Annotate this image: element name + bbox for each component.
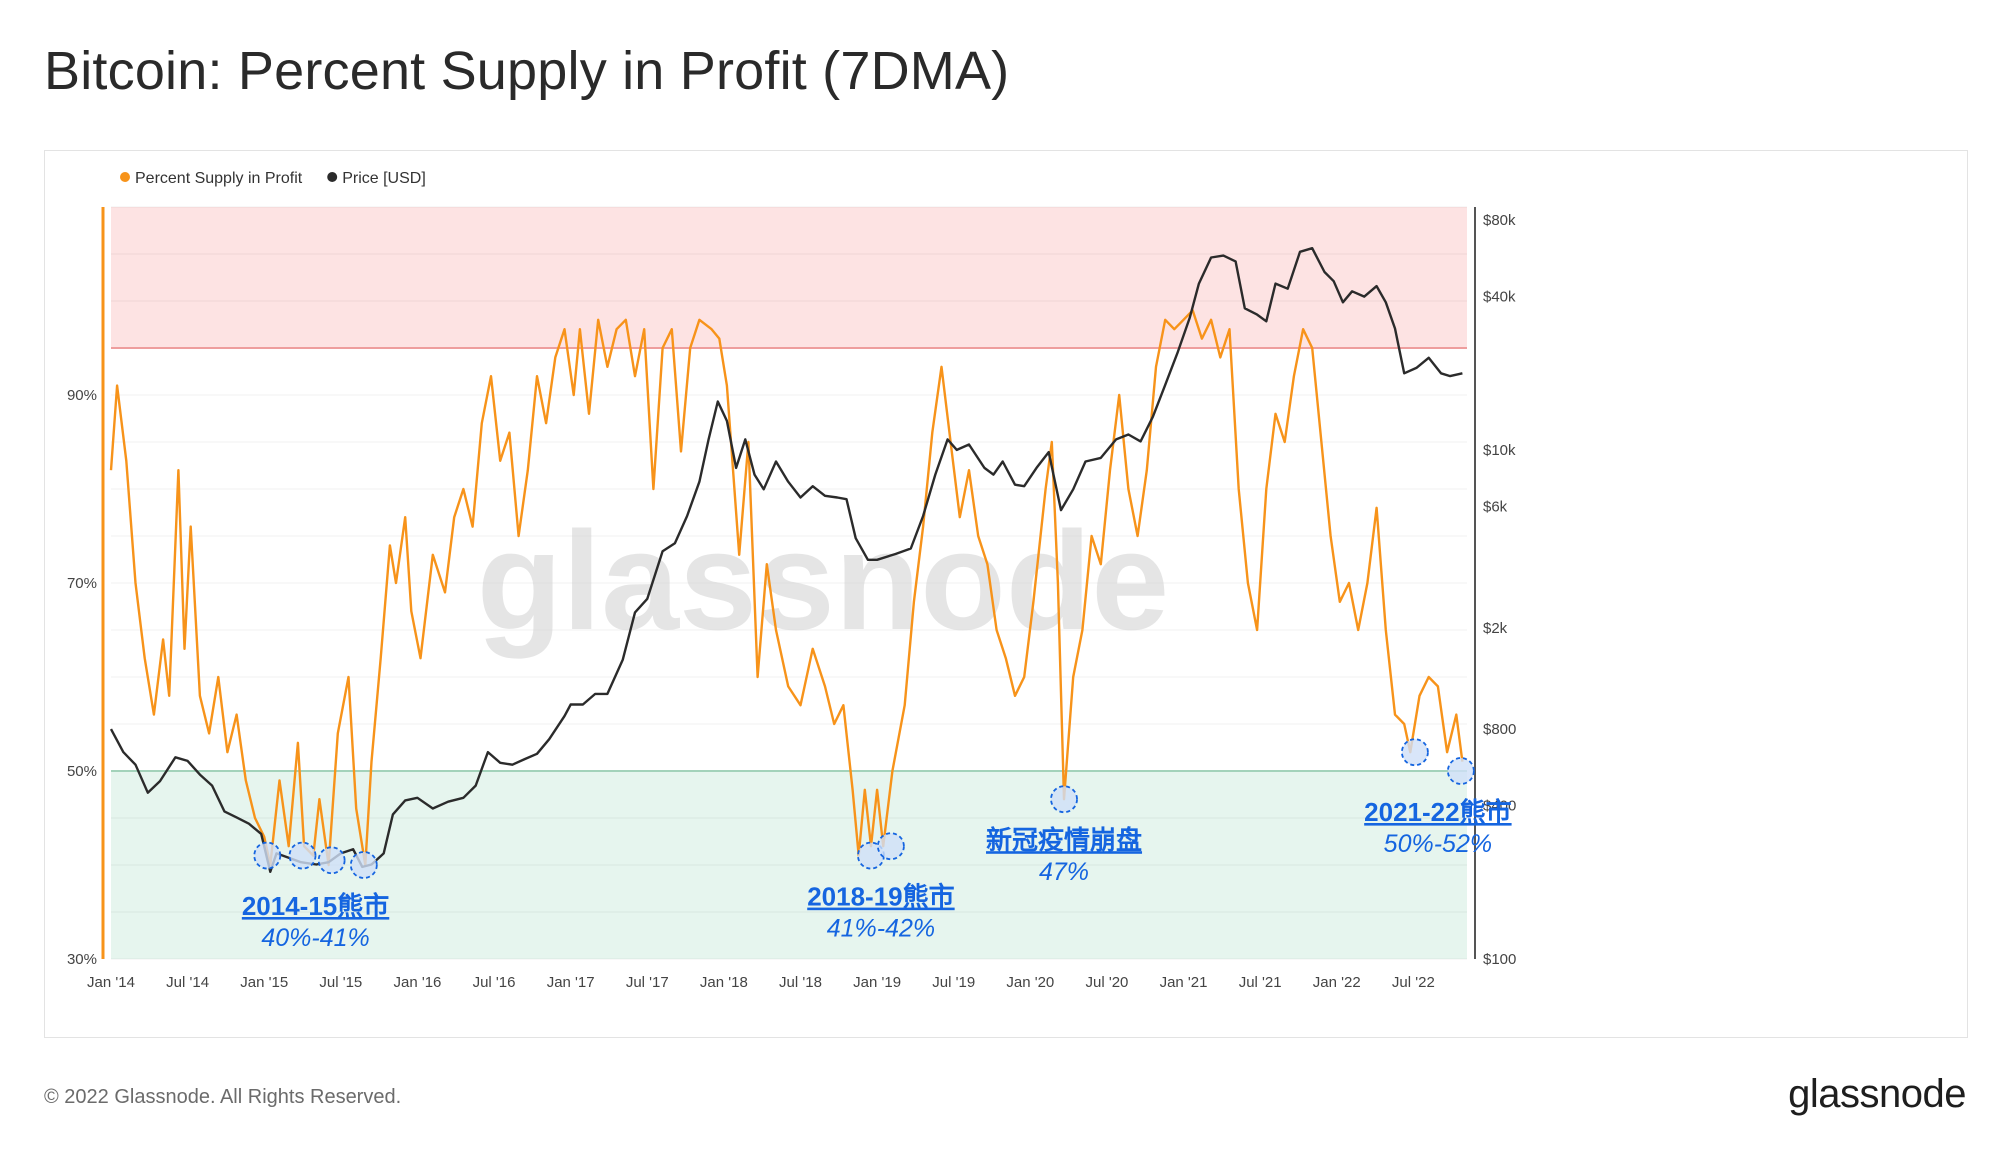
- page-title: Bitcoin: Percent Supply in Profit (7DMA): [44, 41, 1010, 101]
- right-axis-tick-label: $40k: [1483, 289, 1516, 306]
- bear-market-low-marker: [317, 846, 346, 875]
- x-axis-tick-label: Jan '14: [87, 974, 135, 991]
- x-axis-tick-label: Jan '16: [393, 974, 441, 991]
- bear-market-low-marker: [288, 841, 317, 870]
- bear-market-low-marker: [349, 851, 378, 879]
- chart: glassnode 30% 50% 70% 90% $100 $400 $800 $2k $6k…: [67, 170, 1516, 991]
- right-axis-tick-label: $10k: [1483, 442, 1516, 459]
- annotation-range: 41%-42%: [827, 915, 935, 943]
- annotation-title: 2018-19熊市: [807, 882, 954, 912]
- annotation-range: 50%-52%: [1384, 830, 1492, 858]
- legend-item[interactable]: Price [USD]: [327, 170, 426, 187]
- x-axis-tick-label: Jul '14: [166, 974, 209, 991]
- upper-zone: [111, 207, 1467, 348]
- right-axis-tick-label: $800: [1483, 721, 1516, 738]
- right-axis-tick-label: $400: [1483, 798, 1516, 815]
- x-axis-tick-label: Jul '18: [779, 974, 822, 991]
- x-axis-tick-label: Jul '19: [932, 974, 975, 991]
- annotation-title: 2014-15熊市: [242, 891, 389, 921]
- x-axis-tick-label: Jan '19: [853, 974, 901, 991]
- axes: 30% 50% 70% 90% $100 $400 $800 $2k $6k $10k $40k $8…: [67, 207, 1516, 991]
- bear-market-low-marker: [876, 832, 905, 861]
- left-axis-tick-label: 90%: [67, 387, 97, 404]
- x-axis-tick-label: Jul '22: [1392, 974, 1435, 991]
- left-axis-tick-label: 70%: [67, 575, 97, 592]
- watermark: glassnode: [477, 502, 1169, 659]
- x-axis-tick-label: Jan '20: [1006, 974, 1054, 991]
- legend-dot: [120, 172, 130, 182]
- legend-label: Percent Supply in Profit: [135, 170, 303, 187]
- bear-market-low-marker: [253, 841, 282, 870]
- x-axis-tick-label: Jul '20: [1085, 974, 1128, 991]
- x-axis-tick-label: Jan '15: [240, 974, 288, 991]
- annotation-range: 40%-41%: [261, 924, 369, 952]
- right-axis-tick-label: $2k: [1483, 620, 1508, 637]
- right-axis-tick-label: $80k: [1483, 212, 1516, 229]
- legend-dot: [327, 172, 338, 182]
- x-axis-tick-label: Jan '17: [547, 974, 595, 991]
- left-axis-tick-label: 50%: [67, 763, 97, 780]
- threshold-zones: [111, 207, 1467, 959]
- bear-market-low-marker: [1446, 757, 1475, 785]
- copyright-text: © 2022 Glassnode. All Rights Reserved.: [44, 1086, 402, 1108]
- annotation-title: 新冠疫情崩盘: [986, 825, 1142, 855]
- right-axis-tick-label: $100: [1483, 951, 1516, 968]
- x-axis-tick-label: Jan '21: [1160, 974, 1208, 991]
- glassnode-logo[interactable]: glassnode: [1788, 1072, 1966, 1116]
- x-axis-tick-label: Jan '18: [700, 974, 748, 991]
- right-axis-tick-label: $6k: [1483, 498, 1508, 515]
- x-axis-tick-label: Jan '22: [1313, 974, 1361, 991]
- x-axis-tick-label: Jul '15: [319, 974, 362, 991]
- chart-panel: glassnode 30% 50% 70% 90% $100 $400 $800 $2k $6k…: [44, 150, 1968, 1038]
- legend[interactable]: Percent Supply in Profit Price [USD]: [120, 170, 426, 187]
- annotation-range: 47%: [1039, 858, 1089, 886]
- bear-market-low-marker: [1050, 785, 1078, 814]
- x-axis-tick-label: Jul '21: [1239, 974, 1282, 991]
- x-axis-tick-label: Jul '17: [626, 974, 669, 991]
- x-axis-tick-label: Jul '16: [473, 974, 516, 991]
- left-axis-tick-label: 30%: [67, 951, 97, 968]
- legend-item[interactable]: Percent Supply in Profit: [120, 170, 303, 187]
- legend-label: Price [USD]: [342, 170, 426, 187]
- annotation-title: 2021-22熊市: [1364, 797, 1511, 827]
- supply-in-profit-line: [109, 309, 1464, 867]
- annotations: 2014-15熊市 40%-41% 2018-19熊市 41%-42% 新冠疫情崩盘 47…: [242, 738, 1512, 952]
- bear-market-low-marker: [1401, 738, 1429, 767]
